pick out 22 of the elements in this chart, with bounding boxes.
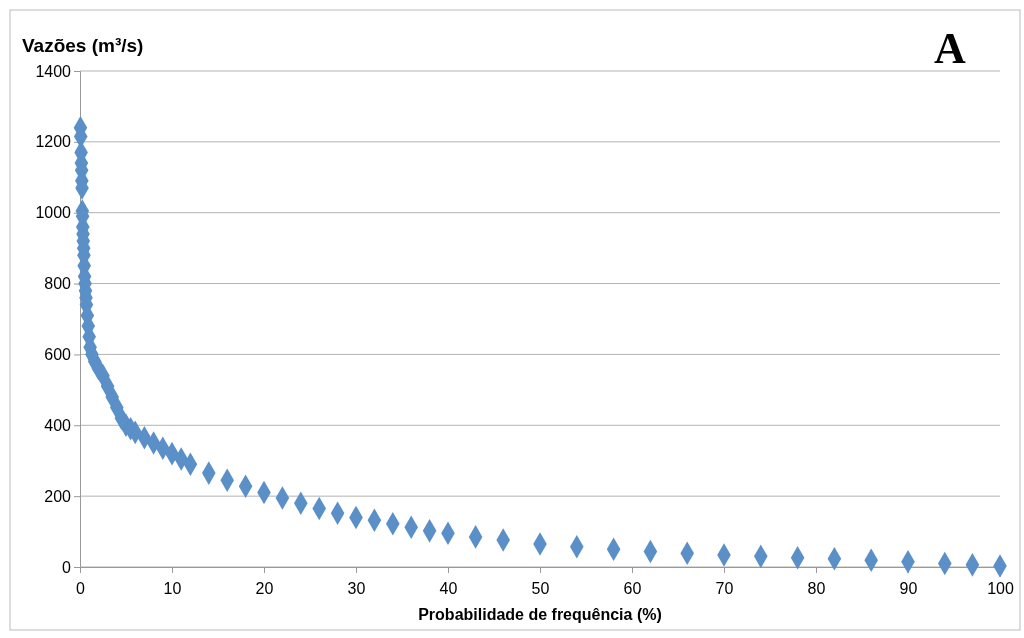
y-tick-label: 1400 [35, 62, 72, 80]
x-tick-label: 30 [347, 579, 366, 597]
x-tick-label: 50 [531, 579, 550, 597]
y-tick-label: 1200 [35, 133, 72, 151]
y-tick-label: 600 [44, 346, 72, 364]
x-tick-label: 100 [987, 579, 1014, 597]
y-axis-title: Vazões (m³/s) [22, 35, 144, 56]
x-tick-label: 20 [255, 579, 274, 597]
y-tick-label: 1000 [35, 204, 72, 222]
x-axis-title: Probabilidade de frequência (%) [418, 606, 662, 623]
y-tick-label: 200 [44, 487, 72, 505]
x-tick-label: 80 [807, 579, 826, 597]
x-tick-label: 40 [439, 579, 458, 597]
y-tick-label: 400 [44, 416, 72, 434]
y-tick-label: 800 [44, 275, 72, 293]
x-tick-label: 90 [899, 579, 918, 597]
annotation: A [934, 24, 967, 73]
x-tick-label: 70 [715, 579, 734, 597]
x-tick-label: 60 [623, 579, 642, 597]
x-tick-label: 0 [76, 579, 86, 597]
x-tick-label: 10 [163, 579, 182, 597]
y-tick-label: 0 [62, 558, 72, 576]
